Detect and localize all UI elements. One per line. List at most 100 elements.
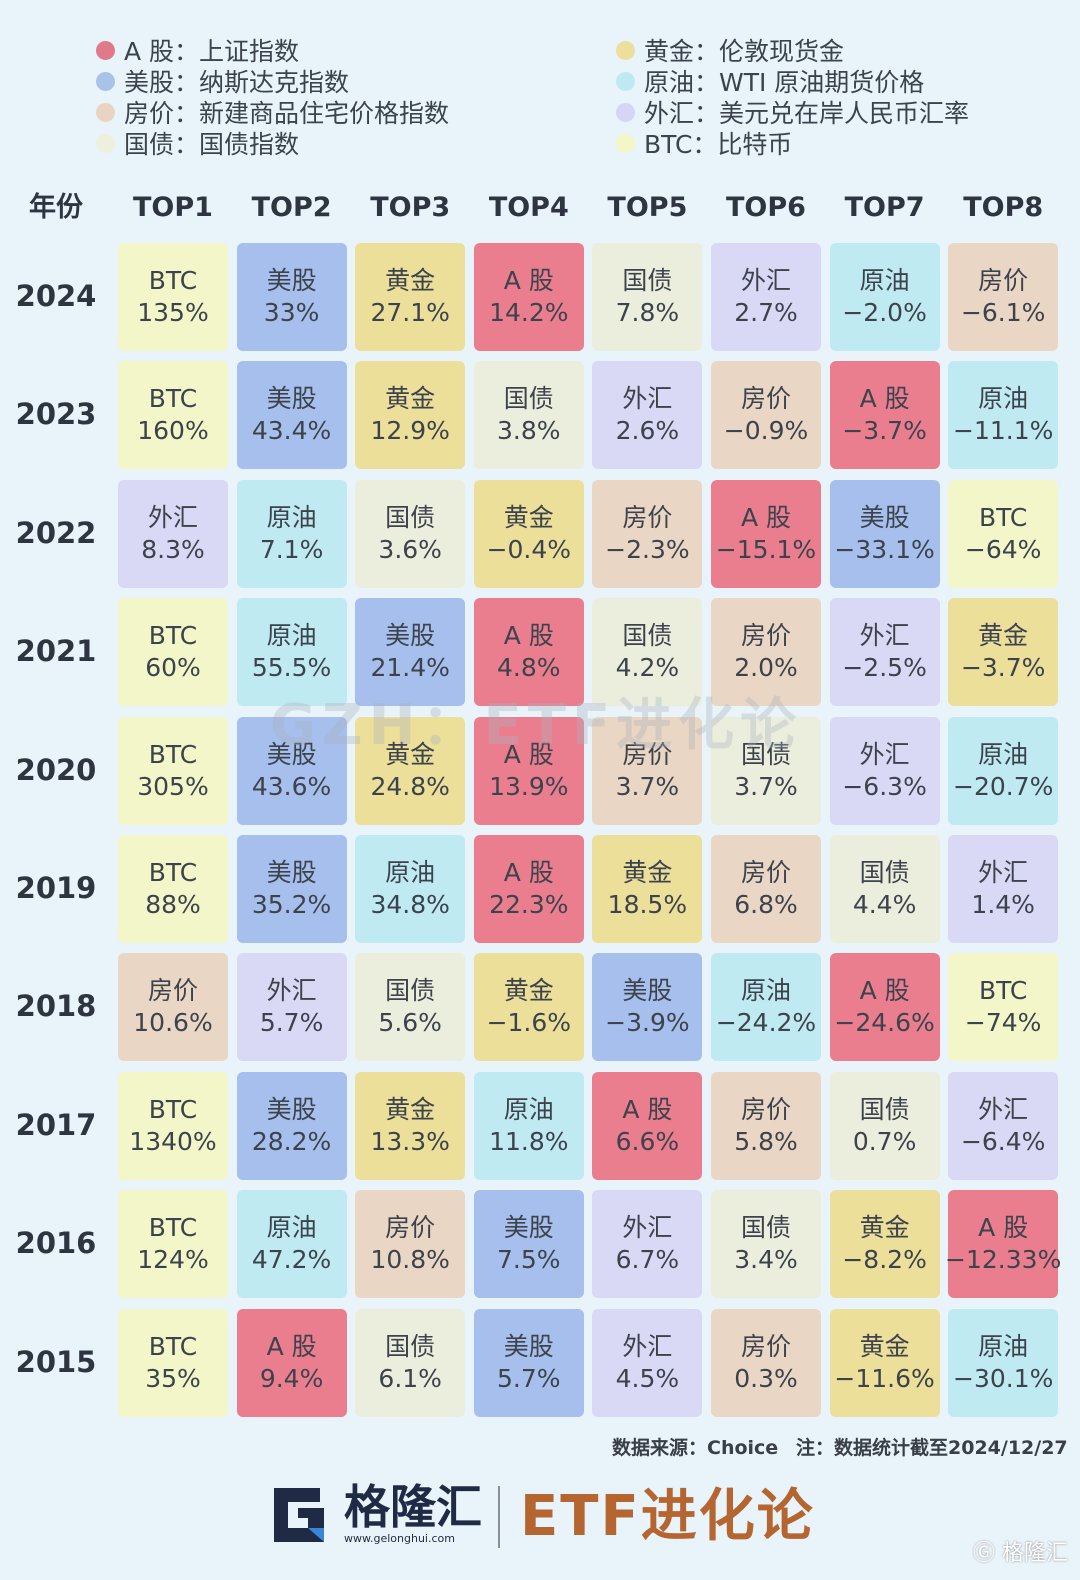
cell-return: 2.0%	[734, 653, 798, 683]
cell-asset: 国债	[740, 1213, 791, 1243]
cell-asset: 原油	[740, 976, 791, 1006]
cell-return: −6.1%	[960, 298, 1046, 327]
legend-item: 外汇：美元兑在岸人民币汇率	[616, 96, 969, 128]
cell-return: 4.2%	[615, 653, 680, 683]
ranking-cell: 黄金 −1.6%	[473, 953, 584, 1062]
cell-asset: 美股	[266, 1094, 317, 1124]
cell-asset: 黄金	[859, 1213, 910, 1243]
cell-return: 5.7%	[497, 1363, 561, 1393]
ranking-cell: 美股 28.2%	[236, 1071, 347, 1180]
cell-return: 12.9%	[370, 416, 450, 446]
cell-return: 0.7%	[852, 1126, 917, 1156]
legend-item: 美股：纳斯达克指数	[96, 65, 349, 97]
cell-asset: 原油	[266, 621, 317, 651]
ranking-cell: 房价 5.8%	[711, 1071, 821, 1180]
legend-label: A 股：上证指数	[124, 37, 300, 66]
cell-asset: A 股	[978, 1213, 1029, 1243]
cell-asset: 黄金	[385, 266, 436, 295]
ranking-cell: 外汇 −6.3%	[829, 716, 940, 825]
cell-return: 3.7%	[615, 771, 680, 801]
legend-item: 黄金：伦敦现货金	[616, 34, 844, 66]
ranking-cell: 黄金 24.8%	[355, 716, 466, 825]
cell-asset: 美股	[266, 266, 317, 295]
rank-column-header: TOP5	[607, 192, 688, 223]
cell-return: −6.3%	[842, 771, 927, 801]
legend-swatch	[616, 40, 635, 60]
ranking-cell: 原油 −30.1%	[948, 1308, 1059, 1417]
cell-return: 55.5%	[251, 653, 332, 683]
cell-return: 3.4%	[734, 1245, 798, 1275]
cell-return: −2.0%	[842, 298, 927, 327]
brand-url: www.gelonghui.com	[344, 1532, 455, 1545]
cell-asset: 原油	[385, 858, 436, 887]
cell-return: 10.8%	[370, 1245, 450, 1275]
ranking-cell: A 股 4.8%	[473, 598, 584, 707]
cell-asset: 美股	[266, 739, 317, 769]
cell-return: 11.8%	[489, 1126, 569, 1156]
cell-asset: 国债	[740, 739, 791, 769]
cell-return: 3.6%	[378, 534, 442, 564]
ranking-cell: 国债 5.6%	[355, 953, 466, 1062]
ranking-cell: BTC −64%	[948, 479, 1059, 588]
cell-asset: 房价	[740, 1331, 791, 1361]
ranking-cell: 外汇 −6.4%	[948, 1071, 1059, 1180]
cell-asset: A 股	[859, 976, 910, 1006]
brand-divider	[498, 1486, 500, 1548]
cell-return: 5.7%	[259, 1008, 324, 1038]
cell-return: 34.8%	[370, 890, 450, 919]
ranking-cell: 房价 10.8%	[355, 1190, 466, 1299]
legend-swatch	[616, 133, 635, 153]
brand-name: 格隆汇	[344, 1480, 482, 1534]
rank-column-header: TOP8	[963, 192, 1044, 223]
year-label: 2023	[15, 397, 97, 432]
rank-column-header: TOP4	[488, 192, 569, 223]
cell-return: 1340%	[129, 1126, 217, 1156]
ranking-cell: 外汇 2.7%	[711, 243, 821, 351]
cell-asset: 黄金	[503, 976, 554, 1006]
cell-asset: 房价	[622, 739, 673, 769]
cell-asset: 美股	[385, 621, 436, 651]
cell-return: 4.5%	[615, 1363, 680, 1393]
cell-return: −0.4%	[486, 534, 572, 564]
cell-asset: 美股	[622, 976, 673, 1006]
ranking-cell: 房价 0.3%	[711, 1308, 821, 1417]
cell-asset: 国债	[859, 858, 910, 887]
ranking-cell: A 股 −15.1%	[711, 479, 821, 588]
cell-asset: 外汇	[622, 1331, 673, 1361]
cell-asset: 国债	[385, 502, 436, 532]
ranking-cell: 美股 −3.9%	[592, 953, 703, 1062]
ranking-cell: 外汇 2.6%	[592, 361, 703, 470]
cell-return: 6.8%	[734, 890, 798, 919]
cell-return: −20.7%	[953, 771, 1054, 801]
ranking-cell: 外汇 1.4%	[948, 835, 1059, 943]
cell-return: 4.8%	[497, 653, 561, 683]
cell-return: −64%	[964, 534, 1042, 564]
ranking-cell: 外汇 4.5%	[592, 1308, 703, 1417]
cell-return: −3.7%	[960, 653, 1046, 683]
cell-return: −30.1%	[953, 1363, 1054, 1393]
cell-asset: 外汇	[622, 384, 673, 414]
cell-asset: 房价	[740, 1094, 791, 1124]
cell-asset: 美股	[503, 1331, 554, 1361]
cell-asset: 国债	[503, 384, 554, 414]
cell-return: −74%	[964, 1008, 1042, 1038]
cell-return: −2.5%	[842, 653, 927, 683]
cell-asset: A 股	[622, 1094, 673, 1124]
legend-label: 房价：新建商品住宅价格指数	[124, 99, 450, 128]
year-label: 2024	[15, 279, 97, 313]
cell-asset: BTC	[148, 384, 198, 414]
cell-return: 7.8%	[615, 298, 680, 327]
ranking-cell: 房价 6.8%	[711, 835, 821, 943]
cell-asset: 房价	[147, 976, 198, 1006]
cell-return: 43.6%	[251, 771, 332, 801]
legend-item: 房价：新建商品住宅价格指数	[96, 96, 449, 128]
ranking-cell: 黄金 −3.7%	[948, 598, 1059, 707]
ranking-cell: 黄金 13.3%	[355, 1071, 466, 1180]
ranking-cell: 国债 6.1%	[355, 1308, 466, 1417]
cell-asset: BTC	[148, 621, 198, 651]
cell-asset: A 股	[503, 621, 554, 651]
ranking-cell: 国债 0.7%	[829, 1071, 940, 1180]
cell-return: 24.8%	[370, 771, 450, 801]
ranking-cell: 房价 10.6%	[118, 953, 228, 1062]
cell-return: 35.2%	[251, 890, 332, 919]
